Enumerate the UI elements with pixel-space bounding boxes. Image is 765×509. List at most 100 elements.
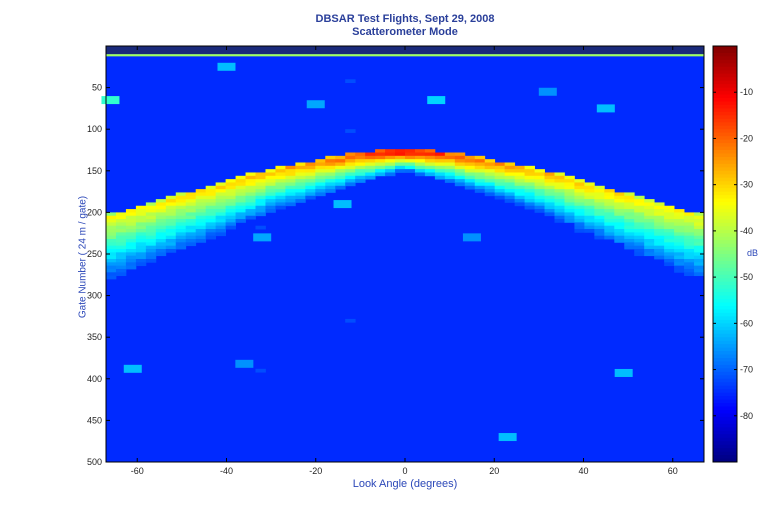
heatmap-cell — [654, 229, 665, 233]
heatmap-cell — [165, 229, 177, 233]
heatmap-cell — [125, 229, 137, 233]
heatmap-cell — [135, 209, 147, 213]
heatmap-cell — [335, 179, 346, 183]
heatmap-cell — [614, 229, 625, 233]
heatmap-cell — [534, 205, 545, 210]
heatmap-cell — [245, 189, 256, 193]
colorbar-segment — [713, 444, 737, 449]
heatmap-cell — [584, 229, 595, 233]
heatmap-cell — [265, 209, 276, 213]
heatmap-cell — [544, 202, 555, 207]
heatmap-cell — [444, 179, 456, 183]
heatmap-cell — [424, 165, 436, 170]
heatmap-cell — [674, 262, 685, 267]
heatmap-cell — [305, 175, 316, 180]
colorbar-segment — [713, 46, 737, 50]
heatmap-cell — [115, 229, 127, 233]
heatmap-cell — [315, 182, 326, 187]
heatmap-cell — [514, 175, 525, 180]
heatmap-cell — [614, 192, 625, 197]
heatmap-cell — [504, 175, 516, 180]
bright-spot — [101, 96, 120, 105]
heatmap-cell — [255, 225, 266, 230]
heatmap-cell — [165, 195, 177, 200]
heatmap-cell — [614, 239, 625, 243]
heatmap-cell — [484, 192, 496, 197]
heatmap-cell — [106, 235, 117, 240]
heatmap-cell — [554, 199, 565, 203]
heatmap-cell — [265, 172, 276, 177]
heatmap-cell — [434, 155, 446, 160]
colorbar-tick-label: -10 — [740, 87, 753, 97]
heatmap-cell — [674, 235, 685, 240]
heatmap-cell — [494, 165, 506, 170]
heatmap-cell — [135, 252, 147, 257]
heatmap-cell — [135, 229, 147, 233]
heatmap-cell — [345, 152, 356, 157]
heatmap-cell — [355, 175, 366, 180]
heatmap-cell — [145, 222, 157, 227]
heatmap-cell — [385, 172, 396, 177]
heatmap-cell — [115, 219, 127, 223]
heatmap-cell — [634, 205, 645, 210]
heatmap-cell — [464, 185, 476, 190]
colorbar-segment — [713, 215, 737, 220]
heatmap-cell — [614, 219, 625, 223]
heatmap-cell — [215, 212, 226, 217]
colorbar-segment — [713, 427, 737, 432]
colorbar-segment — [713, 240, 737, 245]
heatmap-cell — [634, 239, 645, 243]
heatmap-cell — [554, 172, 565, 177]
heatmap-cell — [145, 232, 157, 237]
heatmap-cell — [225, 199, 236, 203]
heatmap-cell — [664, 229, 675, 233]
heatmap-cell — [215, 189, 226, 193]
heatmap-cell — [175, 202, 187, 207]
heatmap-cell — [654, 252, 665, 257]
heatmap-cell — [554, 175, 565, 180]
x-tick-label: 0 — [402, 466, 407, 476]
heatmap-cell — [145, 239, 157, 243]
heatmap-cell — [315, 185, 326, 190]
heatmap-cell — [115, 242, 127, 247]
heatmap-cell — [325, 159, 336, 163]
heatmap-cell — [534, 199, 545, 203]
colorbar-segment — [713, 448, 737, 453]
heatmap-cell — [474, 159, 486, 163]
heatmap-cell — [195, 192, 207, 197]
heatmap-cell — [594, 185, 605, 190]
x-axis-label: Look Angle (degrees) — [352, 478, 458, 490]
heatmap-cell — [674, 239, 685, 243]
heatmap-cell — [634, 202, 645, 207]
heatmap-cell — [145, 252, 157, 257]
colorbar-segment — [713, 184, 737, 189]
colorbar-segment — [713, 430, 737, 435]
heatmap-cell — [395, 162, 406, 167]
heatmap-cell — [106, 229, 117, 233]
heatmap-cell — [664, 235, 675, 240]
heatmap-cell — [235, 202, 246, 207]
heatmap-cell — [654, 255, 665, 260]
heatmap-cell — [255, 185, 266, 190]
heatmap-cell — [225, 195, 236, 200]
bright-spot — [498, 433, 517, 442]
heatmap-cell — [285, 175, 296, 180]
heatmap-cell — [295, 179, 306, 183]
colorbar-segment — [713, 87, 737, 92]
heatmap-cell — [604, 209, 615, 213]
heatmap-cell — [405, 169, 416, 173]
heatmap-cell — [454, 182, 466, 187]
heatmap-cell — [604, 222, 615, 227]
heatmap-cell — [235, 179, 246, 183]
heatmap-cell — [494, 192, 506, 197]
heatmap-cell — [275, 182, 286, 187]
heatmap-cell — [155, 225, 167, 230]
heatmap-cell — [694, 212, 705, 217]
heatmap-cell — [335, 185, 346, 190]
colorbar-segment — [713, 403, 737, 408]
colorbar-segment — [713, 139, 737, 144]
heatmap-cell — [644, 222, 655, 227]
heatmap-cell — [414, 162, 426, 167]
heatmap-cell — [325, 185, 336, 190]
heatmap-cell — [225, 192, 236, 197]
